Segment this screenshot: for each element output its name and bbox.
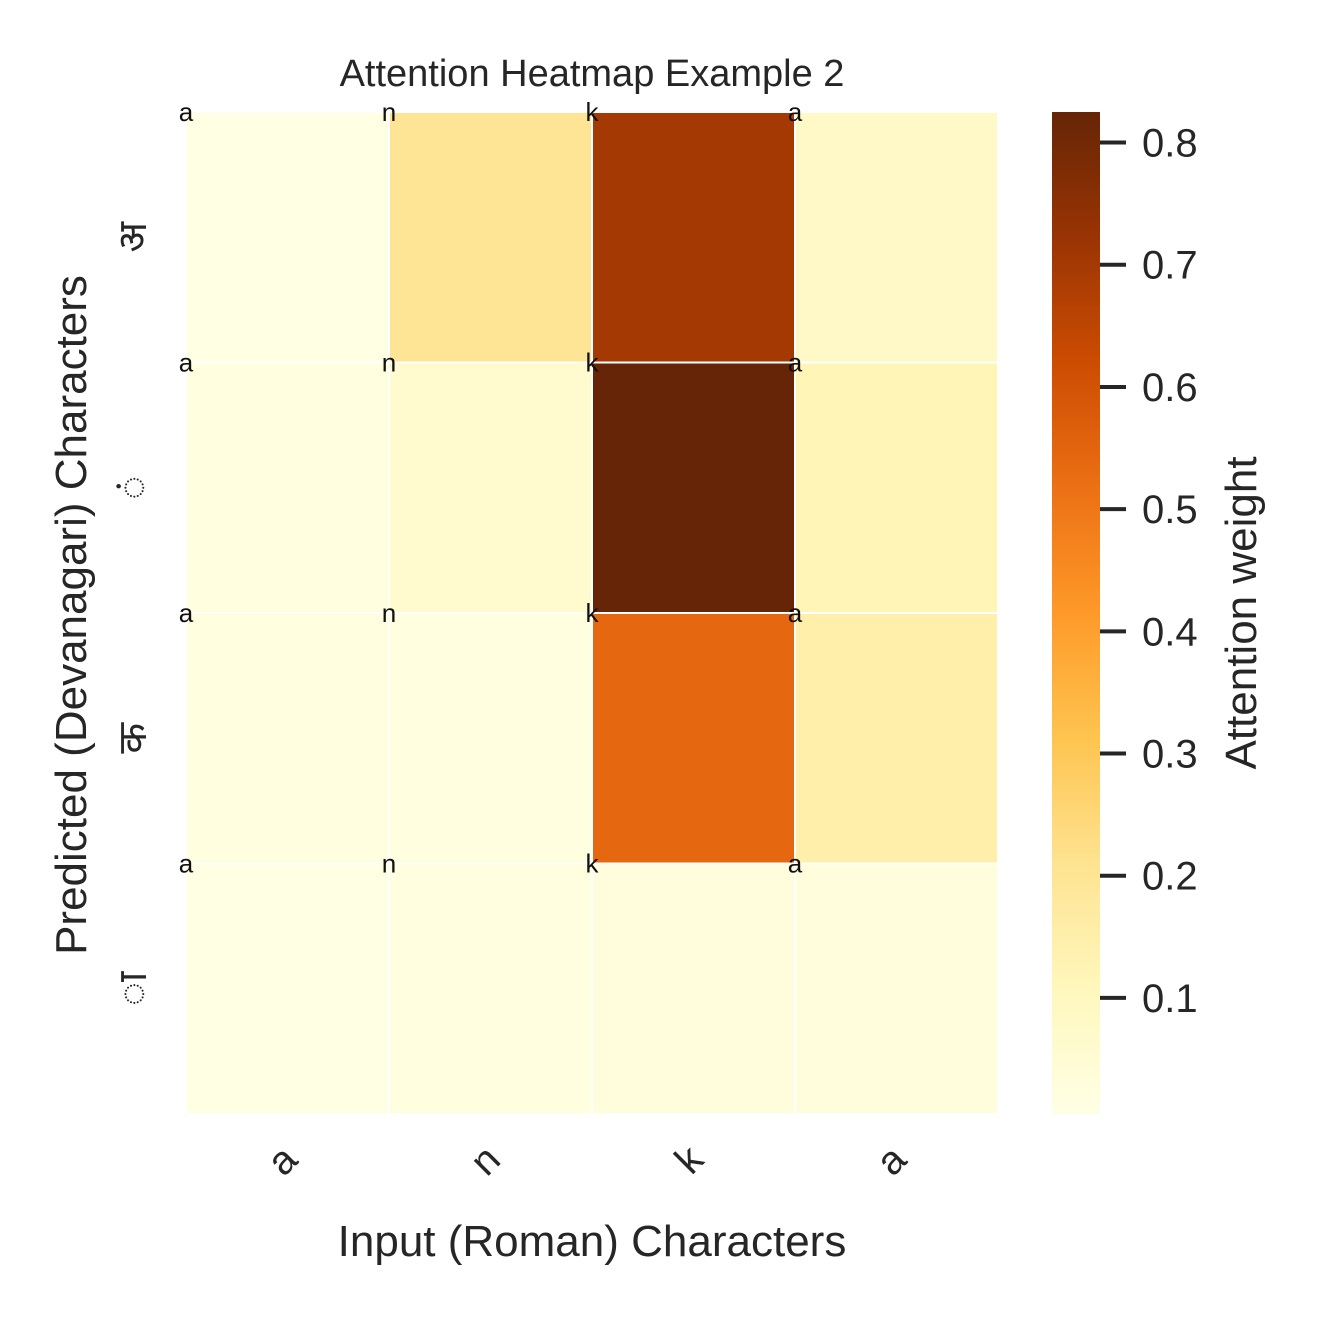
cell-annotation: n: [382, 598, 396, 628]
colorbar-tick-label: 0.6: [1142, 366, 1198, 410]
heatmap-cell: [185, 111, 390, 364]
heatmap-cell: [794, 862, 999, 1115]
y-axis-label: Predicted (Devanagari) Characters: [47, 275, 96, 955]
heatmap-cell: [185, 361, 390, 614]
cell-annotation: k: [586, 598, 600, 628]
cell-annotation: a: [179, 348, 194, 378]
heatmap-cell: [591, 361, 796, 614]
colorbar-ticks: 0.1 0.2 0.3 0.4 0.5 0.6 0.7 0.8: [1100, 122, 1198, 1021]
cell-annotation: n: [382, 849, 396, 879]
cell-annotation: a: [179, 598, 194, 628]
colorbar-tick-label: 0.2: [1142, 855, 1198, 899]
cell-annotations: a n k a a n k a a n k a a n k a: [179, 97, 803, 879]
heatmap-cell: [591, 111, 796, 364]
colorbar-tick-label: 0.5: [1142, 488, 1198, 532]
y-tick-label: ा: [110, 971, 156, 1006]
colorbar-gradient: [1052, 112, 1100, 1114]
cell-annotation: a: [788, 598, 803, 628]
heatmap-cell: [794, 612, 999, 865]
colorbar-tick-label: 0.3: [1142, 733, 1198, 777]
cell-annotation: k: [586, 348, 600, 378]
cell-annotation: a: [179, 97, 194, 127]
heatmap-cell: [794, 111, 999, 364]
x-axis-label: Input (Roman) Characters: [338, 1217, 847, 1266]
y-tick-label: ं: [110, 476, 156, 500]
heatmap-cells: [185, 111, 999, 1115]
y-tick-labels: अं का: [110, 221, 156, 1006]
heatmap-cell: [591, 862, 796, 1115]
x-tick-label: n: [462, 1137, 509, 1184]
cell-annotation: n: [382, 97, 396, 127]
y-tick-label: अ: [110, 221, 156, 253]
chart-title: Attention Heatmap Example 2: [340, 53, 845, 95]
cell-annotation: a: [788, 849, 803, 879]
heatmap-cell: [388, 612, 593, 865]
heatmap-cell: [388, 111, 593, 364]
colorbar-tick-label: 0.1: [1142, 977, 1198, 1021]
cell-annotation: a: [788, 97, 803, 127]
cell-annotation: k: [586, 97, 600, 127]
x-tick-label: k: [667, 1137, 713, 1183]
heatmap-cell: [794, 361, 999, 614]
heatmap-cell: [388, 862, 593, 1115]
x-tick-label: a: [868, 1137, 915, 1184]
cell-annotation: a: [788, 348, 803, 378]
x-tick-label: a: [259, 1137, 306, 1184]
heatmap-cell: [388, 361, 593, 614]
colorbar-label: Attention weight: [1217, 456, 1266, 769]
heatmap-cell: [185, 612, 390, 865]
cell-annotation: a: [179, 849, 194, 879]
cell-annotation: n: [382, 348, 396, 378]
colorbar-tick-label: 0.8: [1142, 122, 1198, 166]
colorbar-tick-label: 0.7: [1142, 244, 1198, 288]
cell-annotation: k: [586, 849, 600, 879]
heatmap-cell: [591, 612, 796, 865]
y-tick-label: क: [110, 722, 156, 754]
colorbar-tick-label: 0.4: [1142, 610, 1198, 654]
colorbar: 0.1 0.2 0.3 0.4 0.5 0.6 0.7 0.8 Attention weigh…: [1052, 112, 1266, 1114]
heatmap-cell: [185, 862, 390, 1115]
